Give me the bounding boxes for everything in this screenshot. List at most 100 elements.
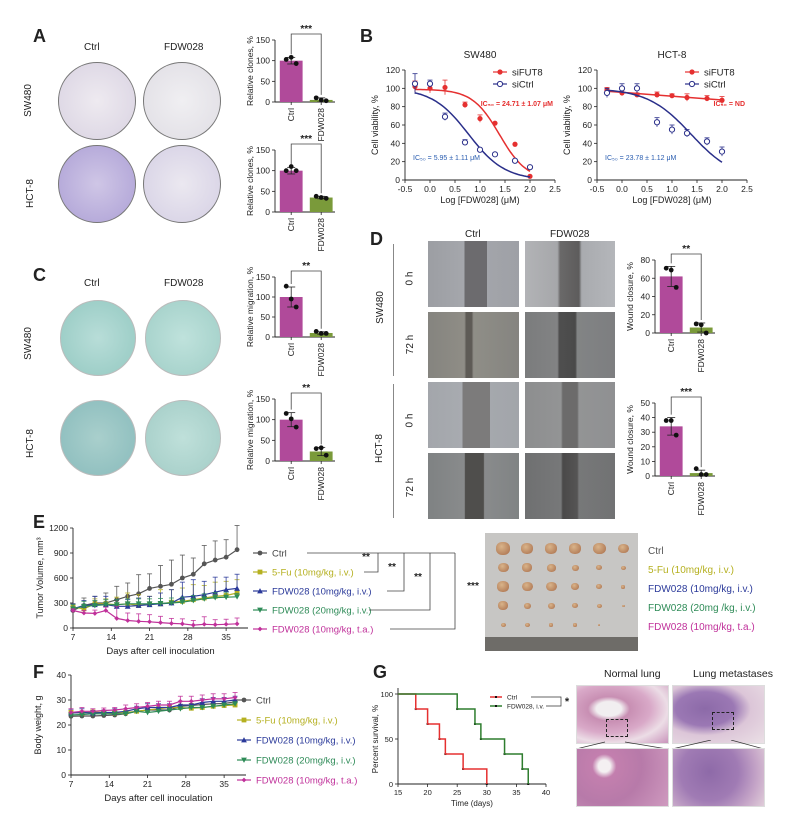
ic50-annotation-siFUT8: IC₅₀ = 24.71 ± 1.07 μM [481, 101, 553, 108]
y-tick-label: 120 [578, 65, 592, 75]
chart-title: HCT-8 [658, 50, 687, 61]
x-tick-label: 0.0 [424, 184, 436, 194]
col-label-ctrl: Ctrl [84, 42, 100, 53]
data-point [618, 85, 626, 92]
data-point [223, 554, 229, 560]
x-tick-label: 28 [183, 632, 193, 642]
histo-lung-metastases-low [672, 685, 765, 744]
y-tick-label: 30 [57, 695, 67, 705]
tumor-specimen [617, 543, 629, 554]
significance-label: ** [388, 562, 396, 573]
legend-label: Ctrl [256, 696, 271, 707]
data-point [241, 757, 247, 763]
col-label-ctrl: Ctrl [465, 229, 481, 240]
fit-curve-siFUT8 [414, 88, 531, 172]
legend-label: siFUT8 [704, 68, 735, 79]
data-point [257, 588, 263, 594]
y-tick-label: 80 [583, 102, 593, 112]
x-tick-label: 1.0 [666, 184, 678, 194]
x-axis-title: Days after cell inoculation [106, 646, 214, 657]
y-axis-title: Relative clones, % [245, 146, 255, 216]
legend-label: FDW028 (10mg/kg, t.a.) [272, 625, 373, 636]
data-point [323, 452, 329, 458]
data-point [283, 57, 289, 62]
data-point [693, 321, 699, 327]
transwell-hct8-ctrl [60, 400, 136, 476]
y-tick-label: 40 [583, 138, 593, 148]
data-point [158, 583, 163, 589]
tumor-photo [485, 533, 638, 651]
ic50-annotation-siCtrl: IC₅₀ = 23.78 ± 1.12 μM [605, 155, 677, 162]
photo-legend-item: 5-Fu (10mg/kg, i.v.) [648, 565, 734, 576]
data-point [441, 113, 449, 120]
legend-label: siFUT8 [512, 68, 543, 79]
data-point [201, 596, 208, 602]
y-tick-label: 30 [641, 427, 651, 437]
series-line-2 [70, 699, 236, 714]
series-line-4 [72, 609, 238, 626]
x-axis-title: Log [FDW028] (μM) [440, 195, 519, 205]
data-point [199, 697, 205, 703]
data-point [223, 621, 229, 627]
legend-marker [495, 696, 497, 698]
data-point [288, 296, 294, 302]
x-tick-label: Ctrl [286, 218, 296, 231]
x-tick-label: FDW028 [316, 108, 326, 142]
panel-label-g: G [373, 662, 388, 682]
y-tick-label: 300 [54, 598, 68, 608]
panel-label-c: C [33, 265, 46, 285]
data-point [133, 708, 140, 715]
data-point [212, 622, 218, 628]
data-point [81, 603, 87, 610]
legend-label: FDW028 (20mg/kg, i.v.) [272, 606, 372, 617]
data-point [654, 92, 660, 98]
x-tick-label: 2.5 [549, 184, 561, 194]
tumor-specimen [498, 601, 508, 610]
y-tick-label: 0 [587, 175, 592, 185]
legend-marker [495, 705, 497, 707]
y-tick-label: 0 [265, 207, 270, 217]
y-tick-label: 100 [386, 83, 400, 93]
data-point [318, 195, 324, 200]
data-point [210, 703, 217, 710]
data-point [145, 703, 150, 709]
y-tick-label: 100 [256, 415, 270, 425]
panel-label-a: A [33, 26, 46, 46]
y-tick-label: 20 [391, 157, 401, 167]
significance-bracket [364, 553, 379, 573]
data-point [210, 696, 216, 702]
data-point [199, 705, 206, 711]
data-point [323, 331, 329, 336]
wound-hct8-ctrl-72h [428, 453, 519, 519]
x-tick-label: 35 [221, 632, 231, 642]
data-point [257, 607, 263, 613]
legend-label: FDW028 (10mg/kg, t.a.) [256, 776, 357, 787]
data-point [124, 601, 131, 607]
transwell-hct8-fdw028 [145, 400, 221, 476]
tumor-specimen [571, 564, 579, 571]
colony-dish-hct8-fdw028 [143, 145, 221, 223]
data-point [257, 626, 263, 632]
significance-label: ** [302, 261, 310, 272]
data-point [158, 620, 163, 625]
legend-label: FDW028 (10mg/kg, i.v.) [256, 736, 356, 747]
photo-legend-item: FDW028 (10mg/kg, t.a.) [648, 622, 755, 633]
data-point [177, 706, 184, 712]
tumor-specimen [573, 623, 577, 627]
data-point [122, 711, 129, 717]
histo-lung-metastases-high [672, 748, 765, 807]
y-tick-label: 50 [385, 735, 393, 744]
y-axis-title: Cell viability, % [370, 95, 380, 155]
data-point [101, 708, 107, 713]
y-tick-label: 20 [583, 157, 593, 167]
y-tick-label: 60 [391, 120, 401, 130]
x-tick-label: 2.0 [524, 184, 536, 194]
y-tick-label: 100 [380, 690, 393, 699]
x-axis-title: Days after cell inoculation [104, 793, 212, 804]
data-point [201, 621, 207, 627]
data-point [283, 411, 289, 416]
colony-dish-hct8-ctrl [58, 145, 136, 223]
legend-label: siCtrl [512, 80, 534, 91]
data-point [461, 139, 469, 146]
